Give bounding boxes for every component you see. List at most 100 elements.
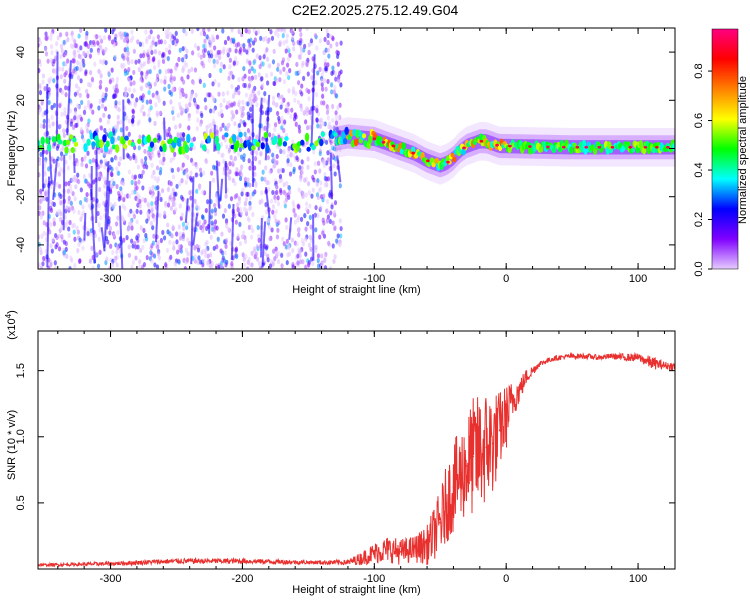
spectrogram-speckle (52, 58, 56, 64)
spectrogram-speckle (111, 29, 115, 35)
spectrogram-speckle (265, 209, 269, 215)
spectrogram-ridge-point (263, 131, 269, 139)
spectrogram-speckle (148, 99, 153, 105)
spectrogram-ridge-point (99, 139, 104, 149)
spectrogram-speckle (113, 36, 117, 43)
spectrogram-speckle (285, 180, 289, 186)
spectrogram-speckle (308, 203, 312, 209)
spectrogram-speckle (271, 209, 275, 215)
spectrogram-speckle (280, 252, 284, 258)
spectrogram-speckle (318, 123, 323, 129)
spectrogram-speckle (90, 245, 94, 251)
spectrogram-peak (655, 145, 659, 149)
spectrogram-speckle (125, 46, 130, 52)
spectrogram-speckle (52, 221, 56, 227)
spectrogram-ridge-point (149, 141, 155, 148)
spectrogram-speckle (155, 165, 160, 171)
spectrogram-speckle (217, 111, 221, 117)
spectrogram-speckle (273, 214, 277, 220)
spectrogram-speckle (73, 115, 77, 121)
spectrogram-speckle (175, 239, 179, 245)
spectrogram-speckle (146, 201, 150, 207)
spectrogram-speckle (276, 66, 280, 72)
spectrogram-speckle (249, 106, 253, 113)
spectrogram-speckle (60, 151, 64, 157)
spectrogram-speckle (88, 53, 92, 59)
spectrogram-speckle (121, 180, 125, 186)
spectrogram-speckle (224, 219, 229, 225)
spectrogram-speckle (313, 32, 318, 39)
x-tick-label: -200 (231, 273, 253, 285)
spectrogram-speckle (309, 38, 314, 44)
snr-point (373, 552, 376, 554)
spectrogram-speckle (268, 132, 272, 138)
x-tick-label: 0 (503, 573, 509, 585)
spectrogram-speckle (280, 60, 285, 66)
spectrogram-speckle (333, 200, 338, 206)
spectrogram-speckle (161, 58, 166, 64)
spectrogram-speckle (276, 110, 280, 117)
spectrogram-ridge-point (630, 147, 636, 153)
spectrogram-speckle (115, 249, 119, 255)
snr-point (459, 475, 461, 478)
spectrogram-speckle (222, 64, 226, 70)
spectrogram-speckle (280, 94, 284, 100)
spectrogram-speckle (251, 191, 255, 197)
spectrogram-speckle (156, 176, 161, 182)
spectrogram-speckle (52, 102, 57, 108)
spectrogram-speckle (209, 49, 213, 55)
spectrogram-speckle (86, 181, 90, 187)
spectrogram-speckle (186, 74, 190, 80)
spectrogram-speckle (139, 95, 143, 101)
spectrogram-speckle (70, 30, 74, 36)
spectrogram-speckle (184, 170, 188, 176)
spectrogram-speckle (175, 38, 179, 44)
spectrogram-speckle (248, 165, 252, 171)
spectrogram-ridge-point (265, 144, 270, 154)
spectrogram-speckle (144, 74, 148, 80)
spectrogram-speckle (152, 216, 156, 223)
spectrogram-speckle (99, 163, 103, 169)
spectrogram-speckle (185, 48, 189, 54)
spectrogram-speckle (299, 189, 303, 195)
colorbar-tick-label: 0.2 (693, 212, 705, 227)
spectrogram-speckle (143, 197, 147, 204)
spectrogram-speckle (335, 49, 339, 55)
spectrogram-speckle (292, 207, 296, 214)
spectrogram-speckle (72, 229, 76, 235)
spectrogram-speckle (40, 233, 44, 239)
spectrogram-speckle (335, 41, 339, 47)
spectrogram-speckle (110, 67, 114, 73)
spectrogram-speckle (326, 32, 330, 39)
spectrogram-speckle (201, 215, 205, 221)
snr-x-axis-label: Height of straight line (km) (292, 584, 420, 596)
spectrogram-speckle (271, 261, 275, 267)
spectrogram-speckle (62, 39, 66, 45)
spectrogram-ridge-point (277, 137, 283, 147)
colorbar: 0.00.20.40.60.8 Normalized spectral ampl… (693, 28, 749, 277)
spectrogram-speckle (258, 159, 262, 165)
spectrogram-speckle (77, 241, 81, 247)
spectrogram-speckle (309, 224, 313, 230)
spectrogram-speckle (260, 190, 264, 196)
spectrogram-speckle (296, 214, 301, 221)
spectrogram-speckle (99, 173, 103, 179)
spectrogram-ridge-point (102, 134, 107, 143)
spectrogram-speckle (295, 61, 299, 68)
spectrogram-speckle (76, 75, 81, 81)
spectrogram-speckle (276, 227, 280, 233)
spectrogram-ridge-point (40, 136, 45, 145)
spectrogram-speckle (102, 200, 106, 206)
spectrogram-ridge-point (114, 144, 120, 153)
spectrogram-speckle (203, 47, 207, 53)
spectrogram-speckle (141, 185, 145, 191)
x-tick-label: 100 (629, 573, 647, 585)
spectrogram-speckle (321, 230, 325, 236)
spectrogram-speckle (141, 52, 146, 59)
spectrogram-speckle (303, 177, 307, 183)
spectrogram-speckle (130, 29, 134, 35)
spectrogram-speckle (69, 255, 73, 261)
spectrogram-x-axis-label: Height of straight line (km) (292, 284, 420, 296)
spectrogram-speckle (209, 252, 213, 258)
spectrogram-speckle (150, 201, 154, 207)
